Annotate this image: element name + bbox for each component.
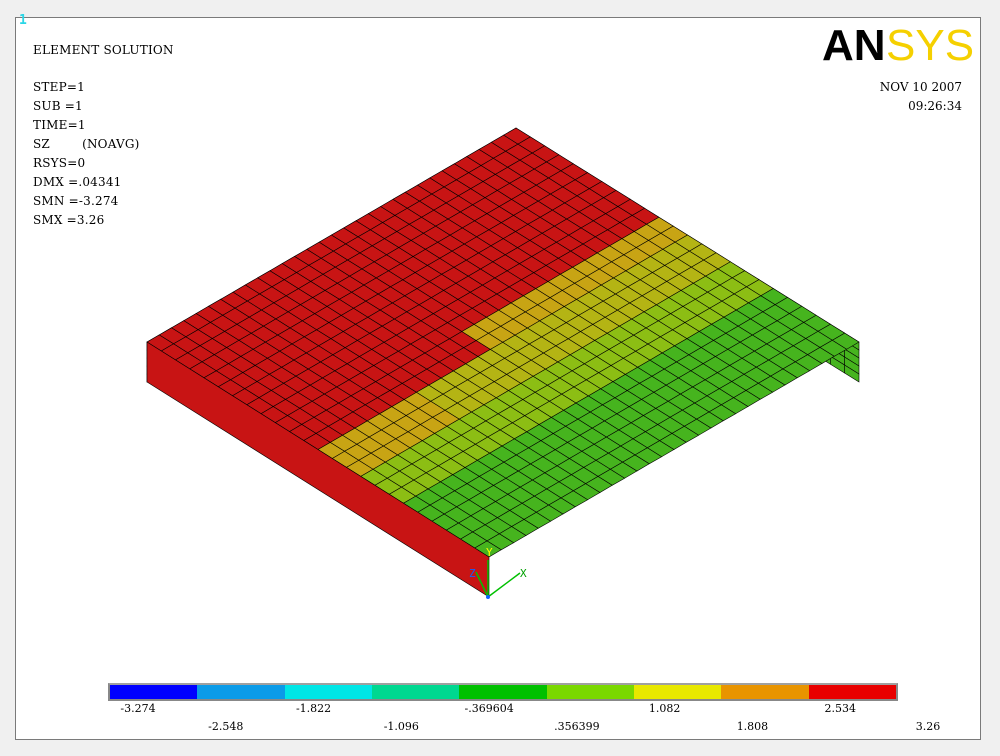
- legend-color-1: [197, 685, 285, 699]
- info-dmx: DMX =.04341: [33, 175, 122, 189]
- mesh-geometry: [146, 127, 860, 598]
- triad-z-label: Z: [469, 567, 476, 580]
- contour-legend-bar: [108, 683, 898, 701]
- legend-color-6: [633, 685, 722, 699]
- info-rsys: RSYS=0: [33, 156, 86, 170]
- ansys-logo: AN SYS: [822, 21, 974, 66]
- window-number: 1: [19, 13, 27, 28]
- logo-text-dark: AN: [822, 21, 886, 66]
- coordinate-triad: Y Z X: [469, 546, 527, 599]
- triad-x-label: X: [520, 567, 527, 580]
- legend-label-top: 1.082: [648, 702, 681, 715]
- info-component: SZ (NOAVG): [33, 137, 140, 151]
- legend-label-bottom: 3.26: [915, 720, 941, 733]
- info-smn: SMN =-3.274: [33, 194, 119, 208]
- info-smx: SMX =3.26: [33, 213, 105, 227]
- legend-label-bottom: 1.808: [736, 720, 769, 733]
- legend-label-top: -.369604: [464, 702, 514, 715]
- legend-label-top: -3.274: [120, 702, 156, 715]
- legend-label-bottom: -2.548: [208, 720, 244, 733]
- legend-color-2: [284, 685, 372, 699]
- result-title: ELEMENT SOLUTION: [33, 43, 174, 57]
- logo-text-light: SYS: [886, 21, 974, 66]
- plot-date: NOV 10 2007: [879, 80, 962, 94]
- legend-color-8: [808, 685, 896, 699]
- legend-color-0: [110, 685, 198, 699]
- legend-label-bottom: -1.096: [383, 720, 419, 733]
- triad-y-label: Y: [486, 546, 493, 559]
- legend-color-4: [459, 685, 547, 699]
- legend-color-7: [721, 685, 809, 699]
- legend-color-3: [371, 685, 460, 699]
- legend-label-top: 2.534: [824, 702, 856, 715]
- info-sub: SUB =1: [33, 99, 83, 113]
- legend-label-top: -1.822: [295, 702, 332, 715]
- legend-color-5: [546, 685, 634, 699]
- plot-time: 09:26:34: [908, 99, 962, 113]
- info-time: TIME=1: [33, 118, 86, 132]
- legend-label-bottom: .356399: [554, 720, 600, 733]
- info-step: STEP=1: [33, 80, 85, 94]
